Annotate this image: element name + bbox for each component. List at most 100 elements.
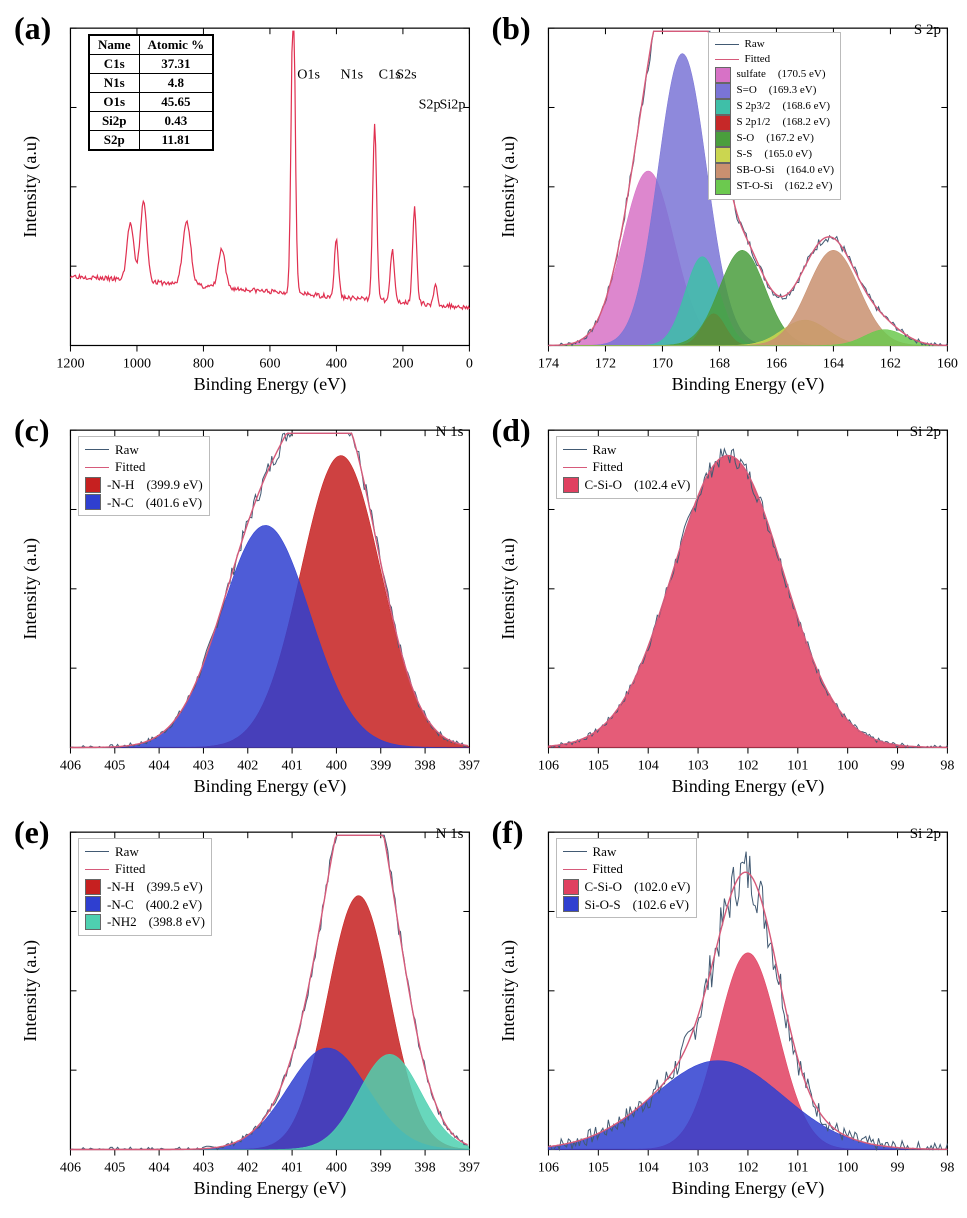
svg-text:162: 162 xyxy=(879,356,900,372)
legend-label: S-O xyxy=(737,131,755,146)
legend-swatch-icon xyxy=(715,163,731,179)
svg-text:399: 399 xyxy=(370,758,391,774)
legend-ev: (398.8 eV) xyxy=(149,913,205,931)
legend-row: Fitted xyxy=(715,52,835,67)
panel-label: (a) xyxy=(14,10,51,47)
legend-label: ST-O-Si xyxy=(737,179,773,194)
svg-text:99: 99 xyxy=(890,1160,904,1176)
panel-label: (b) xyxy=(492,10,531,47)
legend-ev: (170.5 eV) xyxy=(778,67,826,82)
legend-label: S-S xyxy=(737,147,753,162)
panel-label: (d) xyxy=(492,412,531,449)
svg-text:Intensity (a.u): Intensity (a.u) xyxy=(498,940,519,1042)
svg-text:166: 166 xyxy=(765,356,786,372)
legend-swatch-icon xyxy=(715,99,731,115)
svg-text:398: 398 xyxy=(415,1160,436,1176)
svg-text:103: 103 xyxy=(687,758,708,774)
svg-text:400: 400 xyxy=(326,758,347,774)
svg-text:Intensity (a.u): Intensity (a.u) xyxy=(20,136,41,238)
legend-row: S 2p1/2(168.2 eV) xyxy=(715,115,835,131)
svg-text:402: 402 xyxy=(237,1160,258,1176)
svg-text:S2p: S2p xyxy=(419,97,441,113)
table-cell: S2p xyxy=(89,131,139,151)
panel-label: (c) xyxy=(14,412,50,449)
legend-row: C-Si-O(102.0 eV) xyxy=(563,878,691,896)
legend-swatch-icon xyxy=(563,896,579,912)
svg-text:405: 405 xyxy=(104,758,125,774)
legend-label: Fitted xyxy=(745,52,771,67)
svg-text:403: 403 xyxy=(193,758,214,774)
legend-row: -N-H(399.5 eV) xyxy=(85,878,205,896)
legend-label: Raw xyxy=(115,843,139,861)
legend: RawFittedC-Si-O(102.0 eV)Si-O-S(102.6 eV… xyxy=(556,838,698,918)
svg-text:404: 404 xyxy=(149,1160,170,1176)
svg-text:1200: 1200 xyxy=(56,356,84,372)
legend-row: -N-H(399.9 eV) xyxy=(85,476,203,494)
legend-row: Raw xyxy=(85,441,203,459)
svg-text:Intensity (a.u): Intensity (a.u) xyxy=(498,538,519,640)
legend-label: S 2p3/2 xyxy=(737,99,771,114)
svg-text:174: 174 xyxy=(537,356,558,372)
legend: RawFittedsulfate(170.5 eV)S=O(169.3 eV)S… xyxy=(708,32,842,200)
panel-d: 1061051041031021011009998Binding Energy … xyxy=(486,410,960,808)
corner-label: N 1s xyxy=(436,424,464,441)
legend: RawFitted-N-H(399.5 eV)-N-C(400.2 eV)-NH… xyxy=(78,838,212,936)
legend-label: S 2p1/2 xyxy=(737,115,771,130)
svg-text:168: 168 xyxy=(708,356,729,372)
table-cell: 37.31 xyxy=(139,55,213,74)
table-cell: 0.43 xyxy=(139,112,213,131)
svg-text:399: 399 xyxy=(370,1160,391,1176)
legend-ev: (102.4 eV) xyxy=(634,476,690,494)
svg-text:164: 164 xyxy=(822,356,843,372)
svg-text:170: 170 xyxy=(651,356,672,372)
legend-row: -N-C(400.2 eV) xyxy=(85,896,205,914)
legend-ev: (399.5 eV) xyxy=(146,878,202,896)
panel-c: 406405404403402401400399398397Binding En… xyxy=(8,410,482,808)
panel-label: (e) xyxy=(14,814,50,851)
legend-row: -N-C(401.6 eV) xyxy=(85,494,203,512)
svg-text:102: 102 xyxy=(737,758,758,774)
legend-row: S=O(169.3 eV) xyxy=(715,83,835,99)
legend-swatch-icon xyxy=(85,477,101,493)
legend-ev: (162.2 eV) xyxy=(785,179,833,194)
legend-ev: (399.9 eV) xyxy=(146,476,202,494)
legend: RawFittedC-Si-O(102.4 eV) xyxy=(556,436,698,499)
table-row: O1s45.65 xyxy=(89,93,213,112)
legend-row: Raw xyxy=(563,441,691,459)
svg-text:Binding Energy (eV): Binding Energy (eV) xyxy=(671,374,824,395)
svg-text:800: 800 xyxy=(193,356,214,372)
svg-text:406: 406 xyxy=(60,1160,81,1176)
svg-text:Intensity (a.u): Intensity (a.u) xyxy=(498,136,519,238)
svg-text:98: 98 xyxy=(940,758,954,774)
legend-swatch-icon xyxy=(85,914,101,930)
legend-label: S=O xyxy=(737,83,757,98)
table-cell: 11.81 xyxy=(139,131,213,151)
legend-swatch-icon xyxy=(715,179,731,195)
table-row: S2p11.81 xyxy=(89,131,213,151)
table-cell: C1s xyxy=(89,55,139,74)
panel-b: 174172170168166164162160Binding Energy (… xyxy=(486,8,960,406)
svg-text:105: 105 xyxy=(587,758,608,774)
svg-text:Binding Energy (eV): Binding Energy (eV) xyxy=(671,776,824,797)
panel-a: 120010008006004002000Binding Energy (eV)… xyxy=(8,8,482,406)
legend-label: Si-O-S xyxy=(585,896,621,914)
corner-label: S 2p xyxy=(914,22,941,39)
table-cell: Si2p xyxy=(89,112,139,131)
legend-label: Raw xyxy=(593,441,617,459)
svg-text:101: 101 xyxy=(787,1160,808,1176)
table-cell: O1s xyxy=(89,93,139,112)
figure-grid: 120010008006004002000Binding Energy (eV)… xyxy=(8,8,959,1210)
legend-ev: (401.6 eV) xyxy=(146,494,202,512)
table-cell: 45.65 xyxy=(139,93,213,112)
table-cell: 4.8 xyxy=(139,74,213,93)
legend-label: Fitted xyxy=(593,860,623,878)
legend-swatch-icon xyxy=(715,131,731,147)
svg-text:Binding Energy (eV): Binding Energy (eV) xyxy=(194,776,347,797)
svg-text:Binding Energy (eV): Binding Energy (eV) xyxy=(671,1178,824,1199)
legend-swatch-icon xyxy=(85,896,101,912)
legend-line-icon xyxy=(563,449,587,450)
legend-label: C-Si-O xyxy=(585,878,623,896)
legend-row: sulfate(170.5 eV) xyxy=(715,67,835,83)
svg-text:100: 100 xyxy=(837,758,858,774)
legend-swatch-icon xyxy=(715,67,731,83)
